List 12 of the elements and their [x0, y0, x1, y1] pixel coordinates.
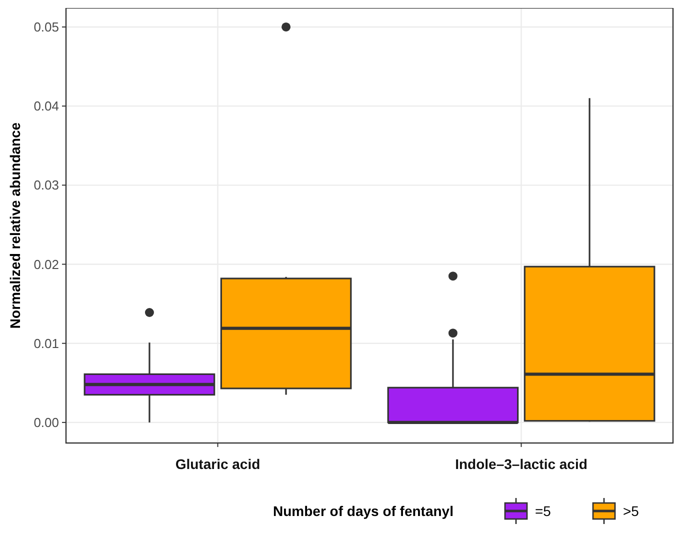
y-tick-label: 0.01 — [34, 336, 59, 351]
x-tick-label: Glutaric acid — [175, 456, 260, 472]
legend-label: >5 — [623, 503, 640, 519]
legend-label: =5 — [535, 503, 552, 519]
y-tick-label: 0.02 — [34, 256, 59, 272]
y-tick-label: 0.00 — [34, 414, 59, 430]
legend-title: Number of days of fentanyl — [273, 503, 454, 519]
y-tick-label: 0.04 — [34, 98, 59, 114]
y-tick-label: 0.03 — [34, 178, 59, 193]
y-axis-title: Normalized relative abundance — [7, 122, 23, 329]
y-tick-label: 0.05 — [34, 20, 59, 35]
x-tick-label: Indole–3–lactic acid — [455, 456, 588, 472]
